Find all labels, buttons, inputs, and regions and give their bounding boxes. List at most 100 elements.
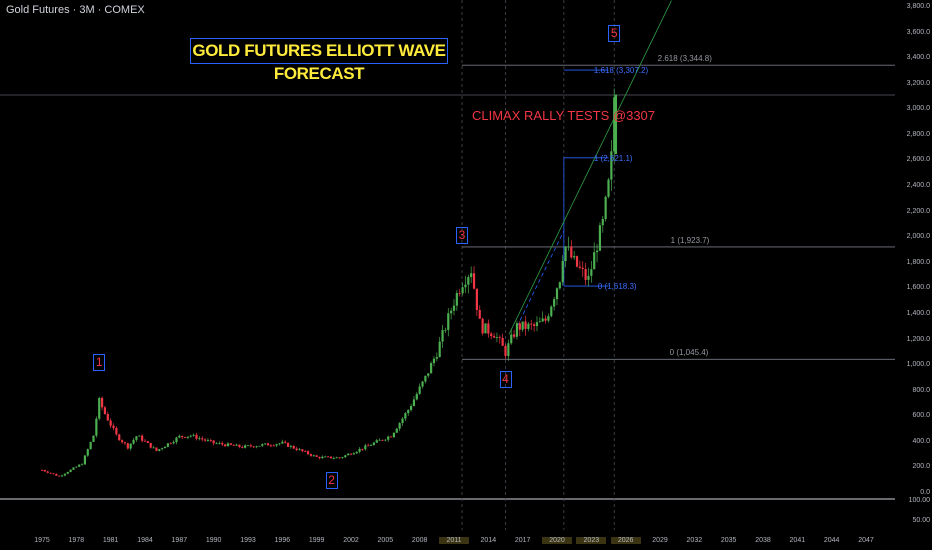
candle-body-123	[392, 432, 396, 438]
candle-body-25	[112, 425, 115, 428]
candle-body-26	[115, 427, 118, 435]
candle-body-129	[409, 406, 413, 411]
candle-body-148	[464, 284, 467, 288]
candle-body-184	[567, 246, 570, 248]
candle-body-73	[249, 445, 252, 447]
candle-body-107	[347, 453, 350, 456]
candle-body-89	[295, 448, 298, 451]
y-tick-label: 1,400.0	[906, 309, 930, 317]
candle-body-0	[40, 469, 44, 471]
y-tick-label: 3,400.0	[906, 54, 930, 62]
y-tick-label: 800.0	[912, 386, 930, 394]
candle-body-131	[415, 393, 418, 400]
x-tick-label: 2020	[542, 537, 572, 544]
candle-body-60	[212, 440, 215, 444]
y-tick-label: 600.0	[912, 412, 930, 420]
candle-body-140	[441, 330, 444, 342]
candle-body-169	[524, 321, 527, 329]
candle-body-102	[332, 458, 335, 459]
candle-body-43	[163, 446, 167, 449]
candle-body-124	[395, 428, 398, 433]
candle-body-72	[246, 445, 250, 447]
candle-body-162	[504, 345, 507, 356]
candle-body-172	[533, 324, 536, 327]
candle-body-62	[218, 443, 221, 444]
x-tick-label: 2008	[411, 537, 428, 544]
y-tick-label: 3,200.0	[906, 79, 930, 87]
x-tick-label: 1981	[102, 537, 119, 544]
wave-projection-line	[516, 230, 565, 327]
candle-body-138	[435, 357, 438, 359]
candle-body-8	[63, 473, 66, 476]
candle-body-153	[478, 309, 481, 319]
x-tick-label: 1999	[308, 537, 325, 544]
candle-body-199	[610, 151, 613, 180]
candle-body-134	[424, 375, 427, 382]
candle-body-111	[358, 448, 361, 452]
candle-body-13	[78, 464, 81, 467]
y-tick-label: 1,800.0	[906, 258, 930, 266]
candle-body-146	[458, 293, 461, 294]
candle-body-96	[315, 455, 318, 457]
candle-body-44	[166, 443, 169, 447]
candle-body-135	[427, 373, 430, 376]
x-tick-label: 1984	[137, 537, 153, 544]
x-tick-label: 2011	[439, 537, 469, 544]
candle-body-80	[269, 445, 272, 447]
candle-body-3	[49, 472, 52, 474]
candle-body-97	[318, 456, 321, 459]
candle-body-63	[221, 443, 224, 445]
candle-body-53	[192, 434, 195, 436]
candle-body-68	[235, 444, 238, 446]
candle-body-81	[272, 445, 275, 447]
candle-body-106	[344, 455, 347, 458]
wave-label-5: 5	[608, 25, 621, 43]
y-tick-label: 200.0	[912, 463, 930, 471]
candle-body-12	[75, 466, 78, 468]
y-tick-label: 2,600.0	[906, 156, 930, 164]
fib-label-1: 1.618 (3,307.2)	[593, 66, 649, 76]
candle-body-190	[584, 269, 587, 280]
fib-label-0: 2.618 (3,344.8)	[657, 54, 712, 64]
x-tick-label: 2023	[576, 537, 607, 544]
x-tick-label: 2014	[480, 537, 497, 544]
y-tick-label: 2,000.0	[906, 233, 930, 241]
candle-body-23	[106, 413, 109, 421]
candle-body-145	[455, 293, 458, 306]
candle-body-127	[404, 413, 407, 419]
price-axis-bg	[895, 0, 932, 550]
y-tick-label: 1,200.0	[906, 335, 930, 343]
candle-body-183	[564, 246, 567, 262]
candle-body-77	[261, 444, 264, 446]
candle-body-38	[149, 442, 152, 448]
candle-body-155	[484, 323, 487, 334]
candle-body-17	[89, 441, 92, 450]
candle-body-2	[46, 471, 49, 473]
candle-body-177	[547, 316, 550, 321]
candle-body-109	[352, 453, 355, 455]
x-tick-label: 2005	[377, 537, 394, 544]
candle-body-11	[72, 467, 75, 470]
candle-body-78	[264, 443, 267, 445]
candle-body-116	[372, 442, 375, 446]
candle-body-113	[364, 445, 367, 450]
candle-body-186	[573, 256, 576, 258]
candle-body-188	[578, 266, 581, 268]
candle-body-16	[86, 449, 89, 456]
x-tick-label: 1975	[34, 537, 50, 544]
x-tick-label: 1987	[171, 537, 188, 544]
candle-body-122	[389, 436, 393, 438]
fib-label-5: 0 (1,045.4)	[669, 348, 709, 358]
y-tick-label: 2,200.0	[906, 207, 930, 215]
x-tick-label: 1978	[68, 537, 85, 544]
candle-body-198	[607, 179, 610, 197]
y-tick-label: 2,400.0	[906, 182, 930, 190]
candle-body-94	[309, 454, 313, 456]
candle-body-48	[178, 435, 181, 438]
y-tick-label: 3,000.0	[906, 105, 930, 113]
symbol-header[interactable]: Gold Futures · 3M · COMEX	[6, 4, 145, 16]
y-tick-label: 1,000.0	[906, 361, 930, 369]
candle-body-161	[501, 337, 504, 346]
candle-body-185	[570, 246, 573, 258]
